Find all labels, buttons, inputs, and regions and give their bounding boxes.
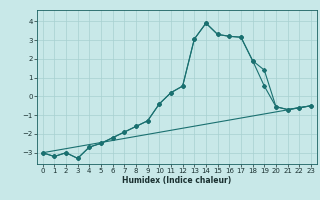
X-axis label: Humidex (Indice chaleur): Humidex (Indice chaleur) <box>122 176 231 185</box>
